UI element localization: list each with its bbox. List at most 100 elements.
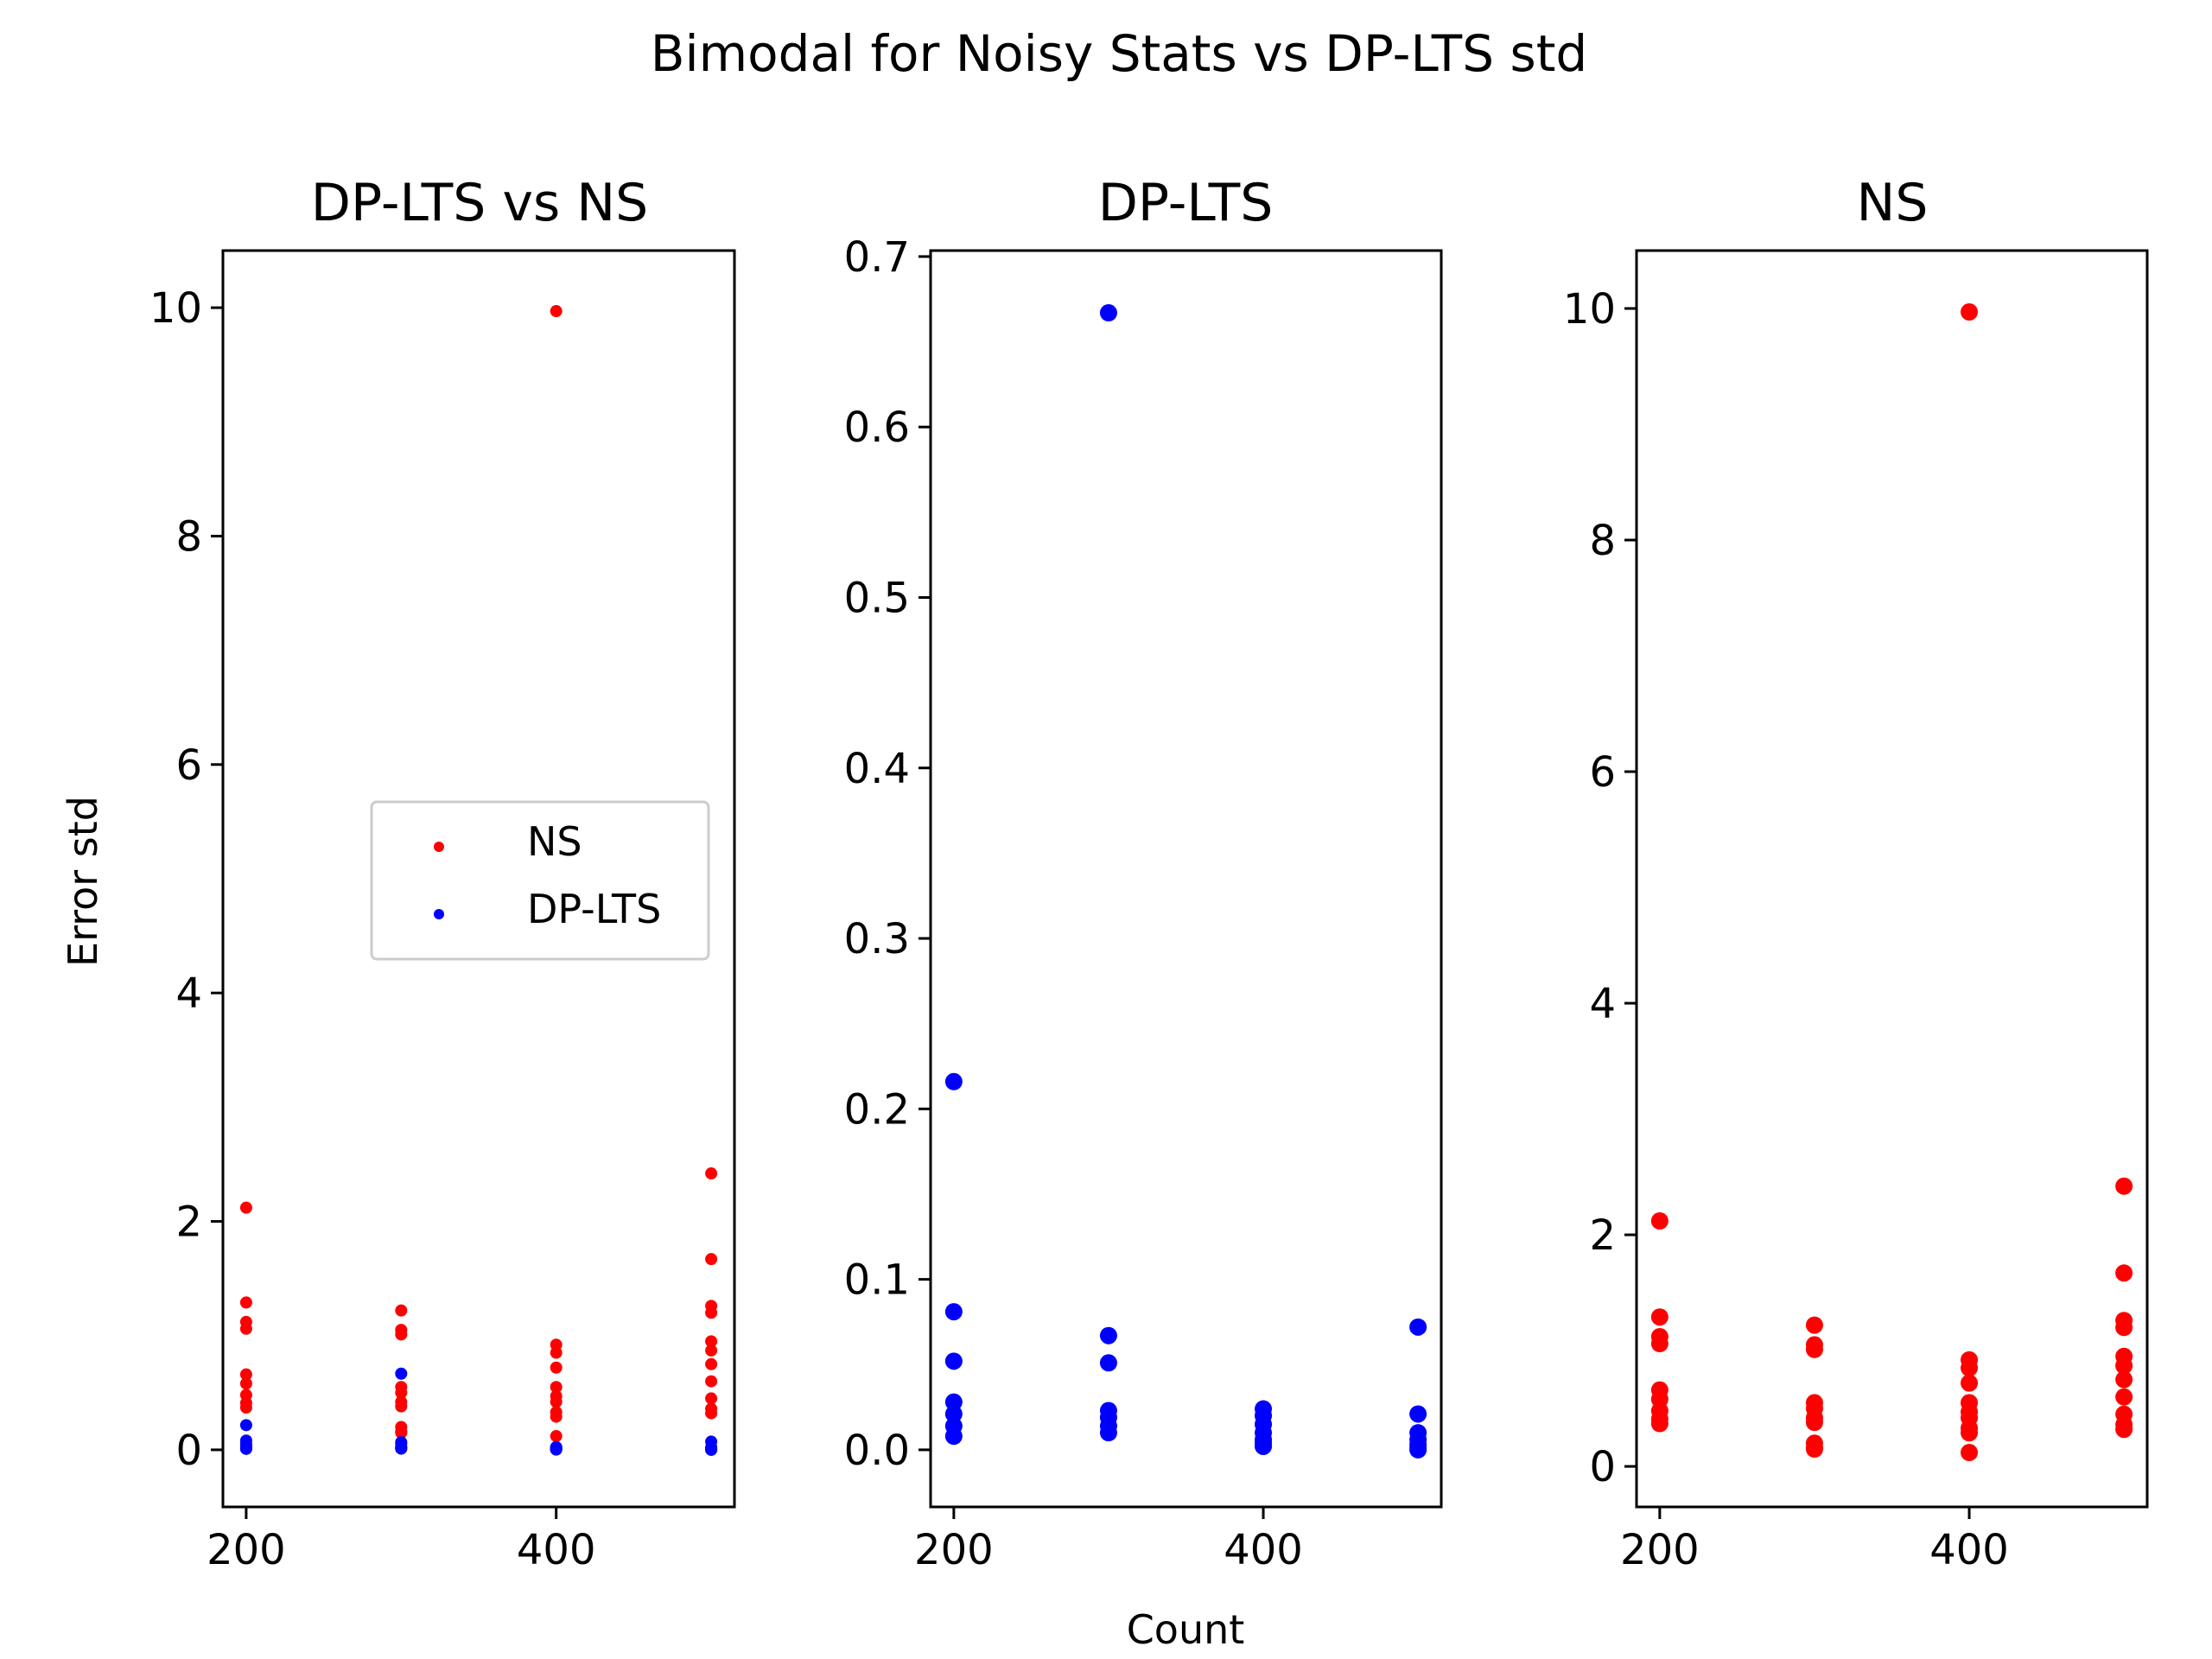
data-point-dp-lts	[1099, 1424, 1117, 1442]
y-tick-label: 0.0	[844, 1427, 910, 1475]
panel-dp-lts: DP-LTS Count 200 400 0.0 0.1 0.2 0.3 0.4 0.5 0.6…	[844, 173, 1443, 1653]
data-point-ns	[1805, 1414, 1823, 1432]
y-tick-label: 0.7	[844, 233, 910, 282]
data-point-ns	[1805, 1340, 1823, 1358]
data-point-dp-lts	[1409, 1405, 1427, 1423]
data-point-dp-lts	[1255, 1437, 1273, 1455]
y-tick-label: 0	[1589, 1443, 1616, 1491]
data-point-dp-lts	[705, 1443, 718, 1456]
y-tick-label: 10	[1563, 285, 1616, 334]
panel-3-points	[1650, 303, 2133, 1462]
panel-3-title: NS	[1857, 173, 1929, 233]
data-point-dp-lts	[1099, 304, 1117, 322]
data-point-ns	[239, 1368, 252, 1381]
data-point-ns	[1650, 1414, 1669, 1433]
y-tick-label: 2	[1589, 1211, 1616, 1260]
data-point-ns	[239, 1296, 252, 1309]
y-tick-label: 6	[1589, 748, 1616, 797]
panel-1-frame	[221, 249, 736, 1509]
data-point-ns	[395, 1304, 408, 1317]
data-point-dp-lts	[239, 1442, 252, 1455]
data-point-ns	[395, 1386, 408, 1399]
panel-1-points	[239, 305, 718, 1456]
data-point-ns	[239, 1201, 252, 1214]
panel-1-legend: NS DP-LTS	[370, 800, 710, 961]
panel-1-ylabel: Error std	[60, 796, 106, 967]
data-point-dp-lts	[1409, 1318, 1427, 1336]
y-tick-label: 10	[149, 284, 202, 333]
legend-label-dp-lts: DP-LTS	[527, 886, 661, 932]
y-tick-label: 8	[175, 512, 202, 561]
data-point-dp-lts	[239, 1419, 252, 1432]
y-tick-label: 0.1	[844, 1256, 910, 1305]
panel-3-ticks: 200 400 0 2 4 6 8 10	[1563, 285, 2009, 1574]
data-point-ns	[705, 1253, 718, 1266]
data-point-dp-lts	[550, 1443, 563, 1456]
y-tick-label: 4	[175, 969, 202, 1018]
data-point-ns	[1961, 1374, 1979, 1392]
panel-2-ticks: 200 400 0.0 0.1 0.2 0.3 0.4 0.5 0.6 0.7	[844, 233, 1303, 1574]
panel-1-title: DP-LTS vs NS	[311, 173, 649, 233]
figure-suptitle: Bimodal for Noisy Stats vs DP-LTS std	[651, 24, 1588, 83]
data-point-dp-lts	[944, 1393, 963, 1411]
x-tick-label: 200	[207, 1526, 286, 1574]
data-point-ns	[705, 1344, 718, 1357]
y-tick-label: 0.4	[844, 745, 910, 793]
y-tick-label: 4	[1589, 980, 1616, 1028]
data-point-ns	[705, 1407, 718, 1420]
y-tick-label: 0.3	[844, 915, 910, 963]
data-point-dp-lts	[395, 1367, 408, 1380]
data-point-ns	[2115, 1177, 2133, 1195]
data-point-ns	[705, 1306, 718, 1319]
panel-2-xlabel: Count	[1127, 1606, 1245, 1653]
data-point-dp-lts	[944, 1072, 963, 1090]
data-point-ns	[550, 1361, 563, 1374]
data-point-ns	[705, 1167, 718, 1180]
data-point-ns	[550, 1410, 563, 1423]
data-point-ns	[550, 1430, 563, 1443]
data-point-ns	[1805, 1316, 1823, 1334]
y-tick-label: 0.6	[844, 404, 910, 452]
y-tick-label: 8	[1589, 517, 1616, 565]
data-point-ns	[2115, 1357, 2133, 1375]
data-point-ns	[705, 1357, 718, 1370]
panel-dp-lts-vs-ns: DP-LTS vs NS Error std 200 400 0 2 4 6 8 10 NS …	[60, 173, 736, 1574]
data-point-ns	[1961, 1444, 1979, 1462]
legend-marker-ns	[434, 842, 444, 852]
data-point-dp-lts	[944, 1405, 963, 1423]
legend-marker-dp-lts	[434, 909, 444, 919]
x-tick-label: 400	[1929, 1526, 2009, 1574]
data-point-ns	[2115, 1264, 2133, 1282]
data-point-dp-lts	[395, 1442, 408, 1455]
data-point-ns	[705, 1392, 718, 1405]
data-point-ns	[395, 1328, 408, 1341]
data-point-dp-lts	[944, 1352, 963, 1370]
data-point-ns	[1961, 1359, 1979, 1377]
data-point-dp-lts	[944, 1303, 963, 1321]
panel-3-frame	[1635, 249, 2149, 1509]
data-point-ns	[1961, 303, 1979, 321]
data-point-ns	[550, 305, 563, 318]
data-point-ns	[2115, 1388, 2133, 1406]
data-point-ns	[2115, 1319, 2133, 1337]
data-point-ns	[1650, 1335, 1669, 1353]
y-tick-label: 6	[175, 741, 202, 790]
data-point-ns	[550, 1395, 563, 1408]
x-tick-label: 200	[1620, 1526, 1700, 1574]
data-point-ns	[395, 1400, 408, 1413]
data-point-dp-lts	[1099, 1326, 1117, 1344]
data-point-ns	[1805, 1440, 1823, 1458]
data-point-ns	[395, 1427, 408, 1440]
data-point-ns	[705, 1375, 718, 1388]
x-tick-label: 400	[1224, 1526, 1303, 1574]
legend-label-ns: NS	[527, 818, 582, 865]
data-point-ns	[1650, 1211, 1669, 1230]
data-point-ns	[2115, 1370, 2133, 1389]
panel-2-frame	[929, 249, 1443, 1509]
panel-2-title: DP-LTS	[1098, 173, 1274, 233]
y-tick-label: 0.2	[844, 1085, 910, 1134]
data-point-ns	[2115, 1421, 2133, 1439]
data-point-ns	[239, 1322, 252, 1335]
panel-2-points	[944, 304, 1427, 1459]
